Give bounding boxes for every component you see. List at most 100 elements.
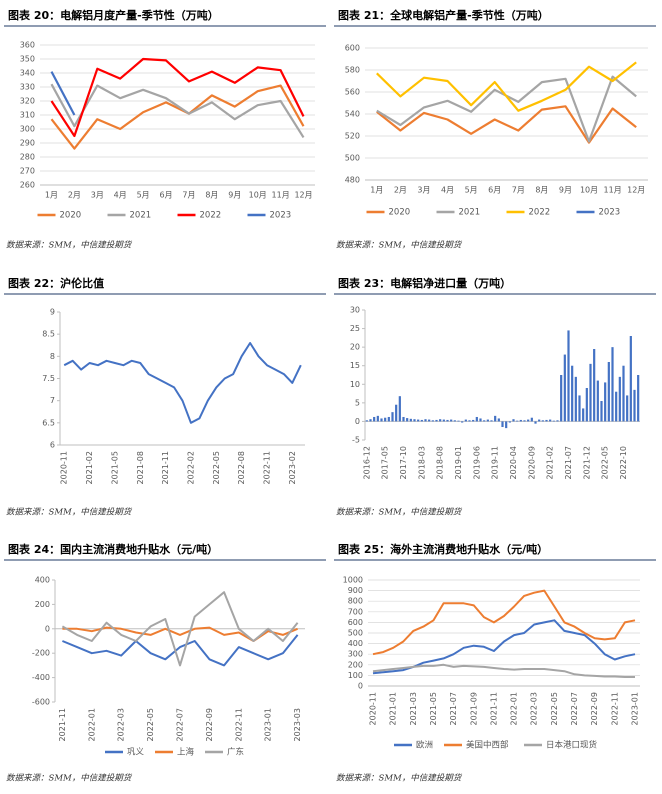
y-tick-label: 9 bbox=[50, 308, 55, 317]
bar bbox=[395, 404, 398, 422]
bar bbox=[494, 415, 497, 422]
x-tick-label: 5月 bbox=[465, 186, 478, 195]
x-tick-label: 2021-11 bbox=[489, 692, 498, 725]
bar bbox=[472, 419, 475, 422]
x-tick-label: 2022-07 bbox=[176, 708, 185, 741]
bar bbox=[490, 420, 493, 422]
bar bbox=[607, 362, 610, 422]
bar bbox=[593, 349, 596, 422]
bar bbox=[582, 408, 585, 422]
legend-label: 2022 bbox=[529, 208, 551, 218]
bar bbox=[464, 419, 467, 422]
bar bbox=[585, 388, 588, 422]
x-tick-label: 2020-09 bbox=[527, 446, 536, 479]
x-tick-label: 2022-07 bbox=[570, 692, 579, 725]
bar bbox=[435, 419, 438, 422]
legend-label: 日本港口现货 bbox=[546, 740, 598, 751]
x-tick-label: 2023-01 bbox=[630, 692, 639, 725]
x-tick-label: 4月 bbox=[114, 191, 127, 200]
x-tick-label: 2021-11 bbox=[58, 708, 67, 741]
y-tick-label: 400 bbox=[35, 576, 50, 585]
bar bbox=[453, 420, 456, 422]
x-tick-label: 2022-05 bbox=[212, 451, 221, 484]
x-tick-label: 8月 bbox=[535, 186, 548, 195]
y-tick-label: 600 bbox=[345, 44, 360, 53]
x-tick-label: 11月 bbox=[604, 186, 622, 195]
x-tick-label: 2023-01 bbox=[264, 708, 273, 741]
bar bbox=[369, 419, 372, 422]
legend-label: 广东 bbox=[227, 747, 244, 758]
x-tick-label: 2019-11 bbox=[491, 446, 500, 479]
y-tick-label: -5 bbox=[352, 436, 360, 445]
bar bbox=[637, 375, 640, 422]
bar bbox=[413, 419, 416, 422]
x-tick-label: 2020-11 bbox=[60, 451, 69, 484]
bar bbox=[483, 420, 486, 422]
y-tick-label: 520 bbox=[345, 132, 360, 141]
bar bbox=[618, 376, 621, 422]
y-tick-label: 100 bbox=[348, 671, 363, 680]
y-tick-label: 300 bbox=[348, 650, 363, 659]
chart-title: 图表 21：全球电解铝产量-季节性（万吨） bbox=[338, 8, 549, 22]
bar bbox=[479, 418, 482, 422]
x-tick-label: 2019-06 bbox=[472, 446, 481, 479]
y-tick-label: 200 bbox=[348, 660, 363, 669]
chart-title: 图表 25：海外主流消费地升贴水（元/吨） bbox=[338, 542, 548, 556]
y-tick-label: 290 bbox=[20, 139, 35, 148]
legend-label: 欧洲 bbox=[416, 740, 433, 751]
bar bbox=[398, 396, 401, 422]
chart-title: 图表 22：沪伦比值 bbox=[8, 276, 104, 290]
x-tick-label: 2021-05 bbox=[429, 692, 438, 725]
bar bbox=[391, 412, 394, 422]
bar bbox=[519, 419, 522, 422]
y-tick-label: 8.5 bbox=[42, 330, 55, 339]
bar bbox=[589, 363, 592, 422]
x-tick-label: 2022-05 bbox=[550, 692, 559, 725]
bar bbox=[556, 420, 559, 422]
x-tick-label: 9月 bbox=[228, 191, 241, 200]
y-tick-label: 7 bbox=[50, 396, 55, 405]
x-tick-label: 2022-10 bbox=[619, 446, 628, 479]
y-tick-label: 900 bbox=[348, 586, 363, 595]
bar bbox=[541, 420, 544, 422]
source-note: 数据来源：SMM，中信建投期货 bbox=[6, 773, 133, 784]
y-tick-label: 200 bbox=[35, 600, 50, 609]
bar bbox=[508, 421, 511, 423]
bar bbox=[486, 419, 489, 422]
bar bbox=[420, 419, 423, 422]
bar bbox=[373, 416, 376, 422]
y-tick-label: 1000 bbox=[343, 576, 363, 585]
y-tick-label: 500 bbox=[348, 629, 363, 638]
x-tick-label: 2月 bbox=[394, 186, 407, 195]
bar bbox=[446, 419, 449, 422]
x-tick-label: 2021-11 bbox=[161, 451, 170, 484]
y-tick-label: 310 bbox=[20, 111, 35, 120]
bar bbox=[552, 420, 555, 422]
x-tick-label: 6月 bbox=[159, 191, 172, 200]
x-tick-label: 2022-05 bbox=[146, 708, 155, 741]
y-tick-label: 560 bbox=[345, 88, 360, 97]
y-tick-label: 320 bbox=[20, 97, 35, 106]
x-tick-label: 10月 bbox=[249, 191, 267, 200]
bar bbox=[530, 417, 533, 422]
x-tick-label: 2016-12 bbox=[362, 446, 371, 479]
bar bbox=[629, 336, 632, 422]
series-line bbox=[62, 634, 299, 667]
y-tick-label: 0 bbox=[358, 682, 363, 691]
y-tick-label: 540 bbox=[345, 110, 360, 119]
legend-label: 2021 bbox=[459, 208, 481, 218]
series-line bbox=[376, 61, 637, 112]
source-note: 数据来源：SMM，中信建投期货 bbox=[336, 773, 463, 784]
bar bbox=[365, 420, 368, 422]
x-tick-label: 2022-03 bbox=[530, 692, 539, 725]
bar bbox=[611, 347, 614, 422]
bar bbox=[545, 419, 548, 422]
x-tick-label: 2018-08 bbox=[436, 446, 445, 479]
y-tick-label: 700 bbox=[348, 607, 363, 616]
bar bbox=[622, 365, 625, 422]
y-tick-label: 330 bbox=[20, 83, 35, 92]
x-tick-label: 2021-08 bbox=[136, 451, 145, 484]
y-tick-label: 800 bbox=[348, 597, 363, 606]
